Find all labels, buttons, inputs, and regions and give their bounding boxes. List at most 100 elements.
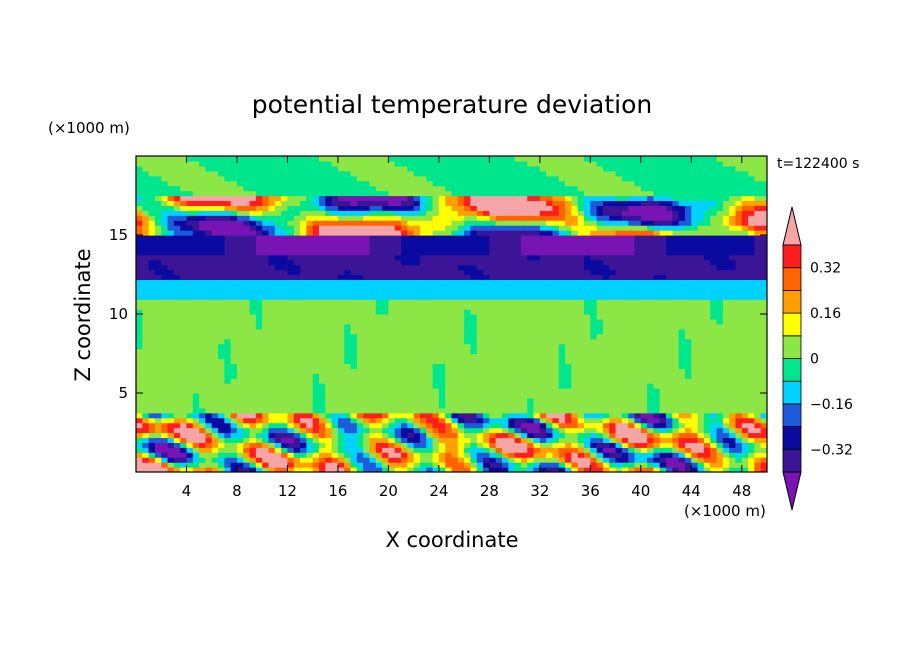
- field-cell: [356, 289, 364, 295]
- field-cell: [186, 422, 194, 429]
- field-cell: [186, 407, 194, 414]
- field-cell: [312, 239, 320, 246]
- field-cell: [710, 230, 718, 236]
- field-cell: [514, 378, 522, 384]
- field-cell: [438, 388, 446, 394]
- field-cell: [754, 467, 762, 472]
- field-cell: [476, 235, 484, 241]
- field-cell: [527, 363, 535, 369]
- field-cell: [527, 254, 535, 261]
- field-cell: [628, 383, 636, 389]
- field-cell: [293, 432, 301, 439]
- field-cell: [161, 457, 169, 463]
- field-cell: [710, 274, 718, 281]
- field-cell: [501, 314, 509, 320]
- field-cell: [318, 314, 326, 320]
- field-cell: [483, 318, 490, 325]
- field-cell: [533, 279, 541, 285]
- field-cell: [369, 284, 377, 290]
- field-cell: [640, 343, 648, 350]
- field-cell: [666, 412, 673, 419]
- field-cell: [236, 412, 244, 419]
- field-cell: [666, 230, 673, 236]
- field-cell: [167, 383, 175, 389]
- field-cell: [281, 239, 289, 246]
- field-cell: [161, 373, 169, 379]
- field-cell: [268, 244, 276, 251]
- field-cell: [684, 358, 692, 364]
- field-cell: [501, 393, 509, 399]
- field-cell: [590, 353, 598, 360]
- field-cell: [173, 269, 181, 276]
- field-cell: [173, 309, 181, 315]
- field-cell: [388, 279, 396, 285]
- field-cell: [173, 407, 181, 414]
- field-cell: [192, 452, 200, 458]
- field-cell: [394, 397, 402, 404]
- field-cell: [602, 338, 610, 345]
- field-cell: [552, 363, 560, 369]
- field-cell: [565, 299, 572, 305]
- field-cell: [136, 467, 143, 472]
- field-cell: [464, 348, 472, 355]
- field-cell: [230, 294, 238, 300]
- field-cell: [382, 447, 389, 453]
- field-cell: [211, 323, 219, 330]
- field-cell: [703, 397, 711, 404]
- field-cell: [312, 383, 320, 389]
- field-cell: [539, 432, 547, 439]
- field-cell: [748, 299, 755, 305]
- field-cell: [451, 279, 459, 285]
- field-cell: [464, 437, 472, 443]
- field-cell: [293, 338, 301, 345]
- field-cell: [375, 235, 383, 241]
- field-cell: [476, 314, 484, 320]
- field-cell: [186, 462, 194, 468]
- field-cell: [634, 402, 642, 409]
- field-cell: [218, 422, 225, 429]
- field-cell: [192, 323, 200, 330]
- field-cell: [584, 437, 591, 443]
- field-cell: [199, 397, 207, 404]
- field-cell: [609, 368, 617, 374]
- field-cell: [432, 422, 440, 429]
- field-cell: [262, 279, 270, 285]
- field-cell: [344, 452, 352, 458]
- field-cell: [419, 368, 427, 374]
- field-cell: [445, 462, 453, 468]
- field-cell: [413, 338, 421, 345]
- field-cell: [142, 447, 150, 453]
- field-cell: [136, 417, 143, 424]
- field-cell: [451, 353, 459, 360]
- field-cell: [533, 274, 541, 281]
- field-cell: [369, 437, 377, 443]
- field-cell: [388, 338, 396, 345]
- field-cell: [369, 427, 377, 434]
- field-cell: [350, 299, 358, 305]
- field-cell: [457, 225, 465, 231]
- field-cell: [666, 407, 673, 414]
- field-cell: [331, 452, 339, 458]
- field-cell: [754, 279, 762, 285]
- field-cell: [464, 294, 472, 300]
- field-cell: [659, 289, 667, 295]
- field-cell: [565, 323, 572, 330]
- field-cell: [722, 422, 730, 429]
- field-cell: [741, 378, 749, 384]
- field-cell: [489, 309, 497, 315]
- field-cell: [464, 304, 472, 310]
- field-cell: [445, 259, 453, 266]
- field-cell: [602, 402, 610, 409]
- field-cell: [577, 284, 585, 290]
- field-cell: [514, 383, 522, 389]
- field-cell: [577, 309, 585, 315]
- field-cell: [318, 333, 326, 340]
- field-cell: [180, 373, 188, 379]
- field-cell: [419, 432, 427, 439]
- field-cell: [236, 314, 244, 320]
- field-cell: [710, 343, 718, 350]
- field-cell: [754, 412, 762, 419]
- field-cell: [710, 235, 718, 241]
- field-cell: [154, 432, 162, 439]
- field-cell: [281, 304, 289, 310]
